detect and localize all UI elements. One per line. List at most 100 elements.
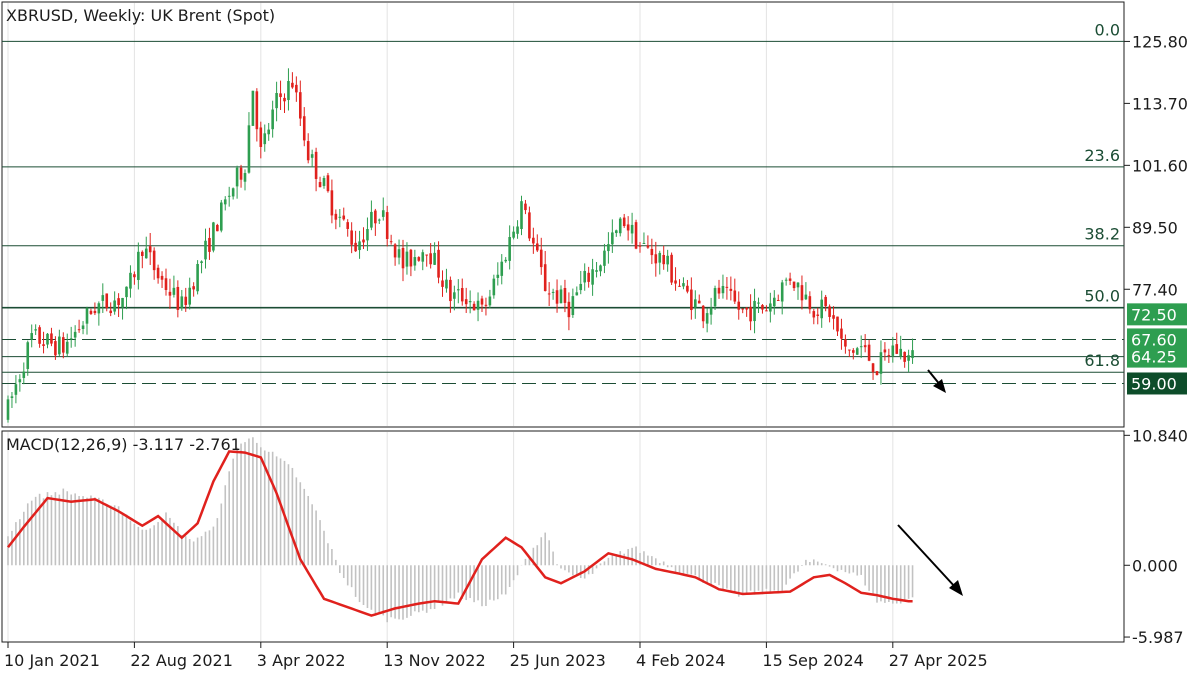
candle-body (34, 329, 37, 331)
candle-body (381, 210, 385, 217)
candle-body (848, 349, 851, 351)
candle-body (54, 341, 57, 356)
candle-body (389, 241, 393, 243)
candle-body (113, 300, 116, 312)
candle-body (69, 338, 73, 340)
price-tag-label: 72.50 (1131, 305, 1177, 324)
candle-body (255, 91, 259, 130)
candle-body (749, 306, 752, 322)
candle-body (121, 297, 124, 308)
fib-level-label: 23.6 (1084, 146, 1120, 165)
candle-body (30, 333, 33, 340)
price-tick-label: 77.40 (1132, 280, 1178, 299)
candle-body (393, 244, 397, 258)
candle-body (334, 213, 338, 220)
candle-body (227, 195, 231, 197)
candle-body (208, 237, 211, 252)
candle-body (164, 278, 168, 290)
candle-body (212, 222, 215, 251)
candle-body (184, 296, 188, 305)
candle-body (259, 127, 263, 147)
time-axis: 10 Jan 2021 22 Aug 2021 3 Apr 2022 13 Nov 2… (4, 642, 988, 670)
candle-body (342, 215, 346, 220)
candle-body (148, 246, 152, 253)
candle-body (615, 230, 618, 234)
candle-body (156, 267, 160, 279)
candle-body (480, 298, 484, 305)
candle-body (283, 97, 286, 102)
candle-body (378, 219, 381, 221)
fib-level-label: 50.0 (1084, 287, 1120, 306)
macd-axis: 10.840 0.000 -5.987 (1124, 426, 1188, 647)
candle-body (780, 282, 784, 302)
candle-body (46, 333, 49, 345)
macd-trend-arrow (897, 524, 963, 596)
candle-body (275, 92, 278, 109)
candle-body (800, 285, 804, 301)
price-tick-label: 101.60 (1132, 156, 1188, 175)
candle-body (674, 280, 677, 284)
candle-body (907, 355, 910, 361)
candle-body (287, 81, 290, 101)
candle-body (524, 203, 527, 211)
candle-body (863, 345, 867, 348)
candle-body (385, 212, 389, 239)
candle-body (555, 290, 559, 304)
candle-body (788, 278, 792, 281)
candle-body (97, 303, 101, 314)
candle-body (520, 201, 523, 230)
candle-body (223, 199, 227, 205)
candle-body (144, 248, 148, 259)
candle-body (366, 229, 369, 241)
candle-body (575, 292, 579, 296)
candle-body (532, 237, 535, 244)
candle-body (302, 116, 306, 141)
candle-body (216, 224, 219, 232)
candle-body (271, 109, 274, 130)
candle-body (776, 299, 780, 301)
candle-body (836, 316, 839, 332)
candle-body (453, 292, 456, 299)
candle-body (587, 272, 590, 282)
candle-body (891, 345, 895, 356)
candle-body (433, 252, 436, 265)
macd-title: MACD(12,26,9) -3.117 -2.761 (6, 435, 241, 454)
candle-body (595, 270, 598, 272)
candle-body (804, 294, 808, 300)
candle-body (200, 261, 203, 264)
candle-body (263, 133, 267, 145)
candle-body (591, 269, 594, 285)
candle-body (168, 291, 172, 296)
price-tag-label: 67.60 (1131, 330, 1177, 349)
candle-body (81, 325, 85, 329)
price-panel: 0.0 23.6 38.2 50.0 61.8 XBRUSD, Weekly: UK B… (1, 1, 1125, 428)
candle-body (279, 93, 282, 98)
time-tick-label: 10 Jan 2021 (4, 651, 100, 670)
candle-body (741, 308, 744, 310)
candle-body (765, 310, 768, 312)
candle-body (618, 218, 622, 234)
candle-body (824, 296, 827, 307)
macd-signal-line (7, 450, 913, 617)
candle-body (713, 288, 717, 307)
candle-body (769, 303, 772, 312)
price-tick-label: 89.50 (1132, 218, 1178, 237)
macd-tick-label: -5.987 (1132, 628, 1184, 647)
candle-body (231, 188, 235, 197)
candle-body (543, 264, 547, 292)
candle-body (350, 230, 353, 245)
candle-body (26, 342, 30, 369)
candle-body (832, 315, 835, 319)
candle-body (188, 287, 191, 305)
candle-body (650, 248, 654, 256)
candle-body (820, 299, 823, 319)
candle-body (6, 399, 10, 420)
candle-body (310, 154, 314, 158)
macd-panel: MACD(12,26,9) -3.117 -2.761 (1, 430, 1125, 643)
candle-body (105, 293, 109, 309)
candle-body (243, 173, 247, 182)
candle-body (599, 265, 602, 272)
time-tick-label: 4 Feb 2024 (636, 651, 725, 670)
candle-body (492, 278, 496, 296)
